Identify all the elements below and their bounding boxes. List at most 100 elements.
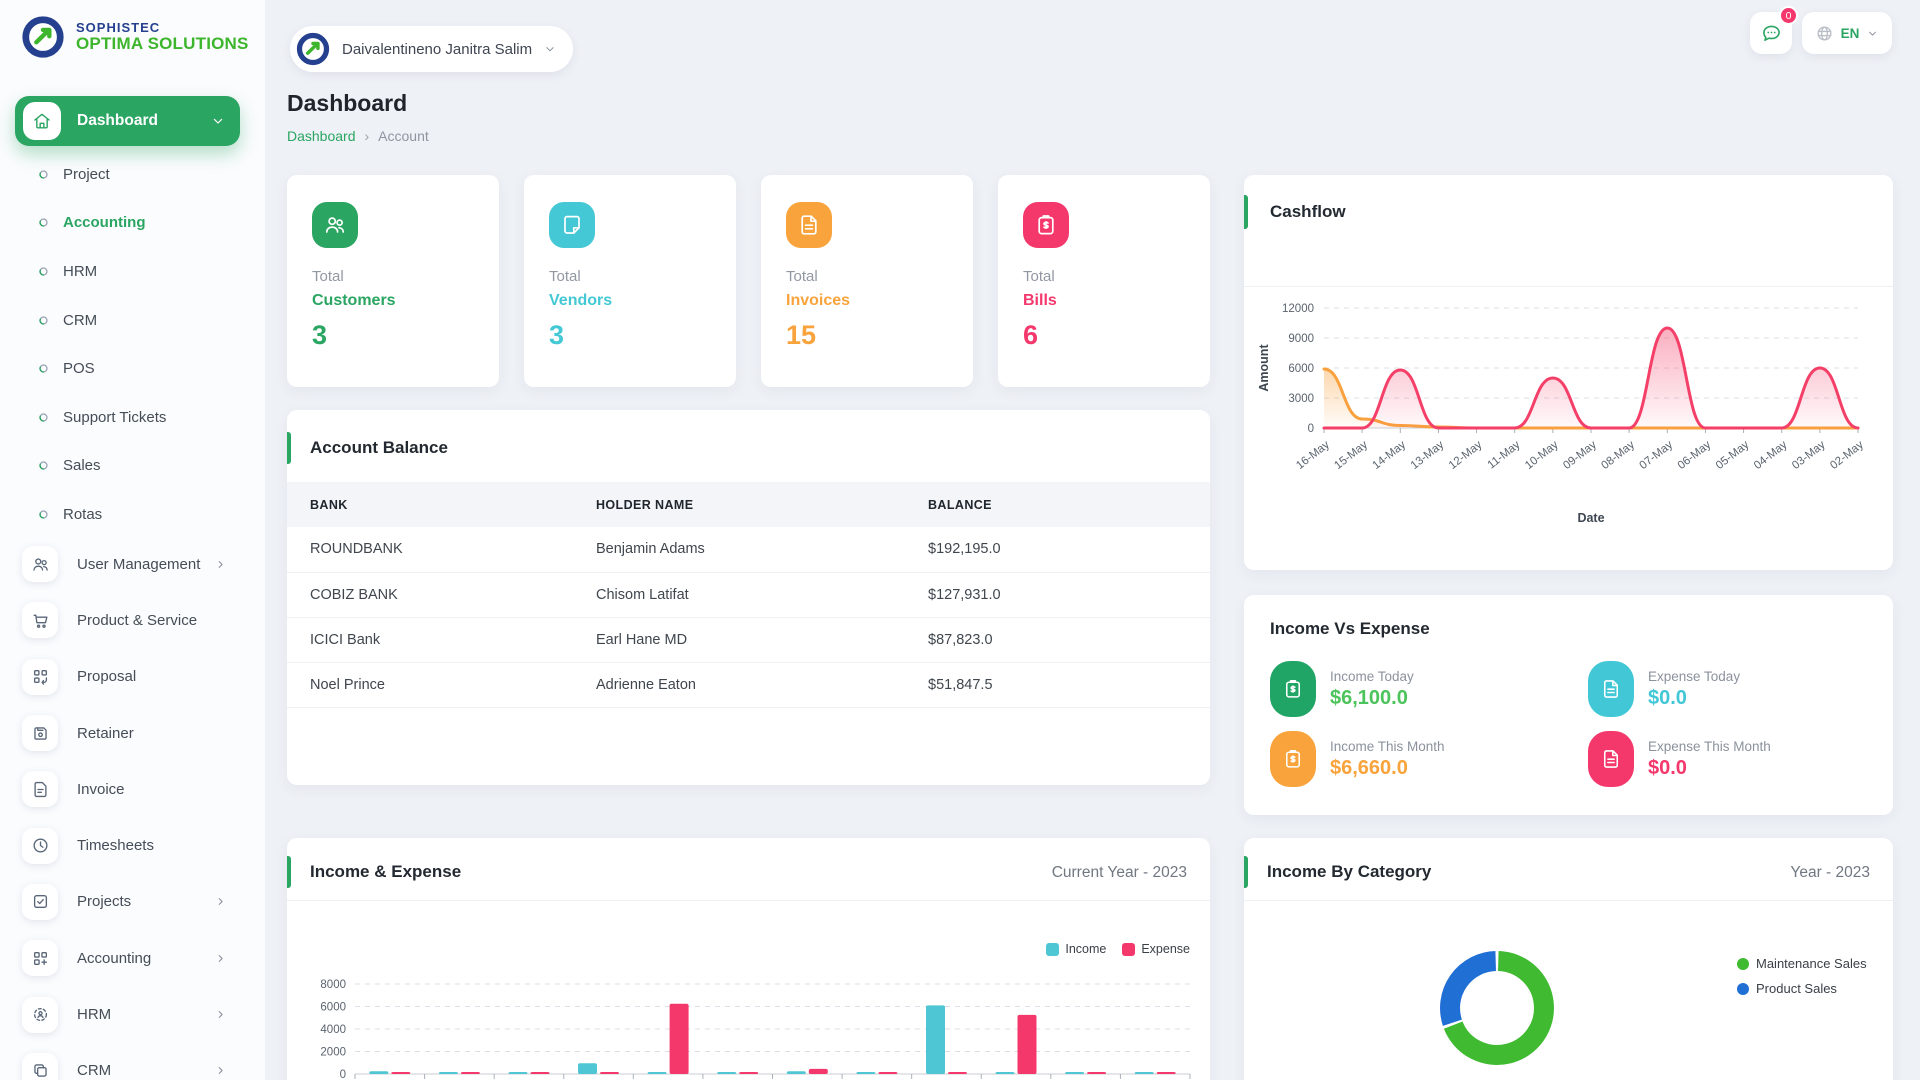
sidebar-subitem-sales[interactable]: Sales <box>0 442 265 491</box>
table-cell: Earl Hane MD <box>595 617 927 663</box>
sidebar-item-retainer[interactable]: Retainer <box>0 705 265 761</box>
svg-text:09-May: 09-May <box>1561 439 1599 472</box>
sidebar-subitem-label: Sales <box>63 457 101 475</box>
sidebar-item-timesheets[interactable]: Timesheets <box>0 817 265 873</box>
ive-value: $6,660.0 <box>1330 756 1408 779</box>
sidebar-item-label: Product & Service <box>77 611 198 629</box>
sidebar-item-projects[interactable]: Projects <box>0 874 265 930</box>
sidebar-subitem-project[interactable]: Project <box>0 150 265 199</box>
ive-value: $0.0 <box>1648 686 1687 709</box>
stat-cards: Total Customers 3 Total Vendors 3 Total … <box>287 175 1210 387</box>
svg-text:6000: 6000 <box>320 1002 346 1014</box>
table-cell: Noel Prince <box>287 662 595 708</box>
panel-title: Income By Category <box>1267 862 1432 881</box>
sidebar-subitem-pos[interactable]: POS <box>0 344 265 393</box>
bullet-icon <box>37 216 50 229</box>
table-cell: $51,847.5 <box>927 662 1210 708</box>
account-balance-panel: Account Balance BANK HOLDER NAME BALANCE R… <box>287 410 1210 785</box>
panel-title: Cashflow <box>1270 202 1346 221</box>
legend-item-product-sales[interactable]: Product Sales <box>1737 981 1867 996</box>
sidebar-item-label: Dashboard <box>77 112 158 129</box>
breadcrumb-separator: › <box>364 128 370 144</box>
svg-text:06-May: 06-May <box>1676 439 1714 472</box>
table-row: ICICI Bank Earl Hane MD $87,823.0 <box>287 617 1210 663</box>
file-lines-icon <box>1600 748 1622 770</box>
svg-text:08-May: 08-May <box>1599 439 1637 472</box>
svg-text:Amount: Amount <box>1257 344 1271 392</box>
sidebar-subitem-support-tickets[interactable]: Support Tickets <box>0 393 265 442</box>
column-header-balance: BALANCE <box>927 482 1210 527</box>
sidebar-item-label: Timesheets <box>77 837 154 855</box>
users-icon <box>323 213 347 237</box>
user-menu-button[interactable]: Daivalentineno Janitra Salim <box>290 26 574 72</box>
cashflow-chart: 0 3000 6000 9000 12000 16-May 15-May 14-May 13-M… <box>1257 303 1866 525</box>
sidebar-subitem-label: Accounting <box>63 214 146 232</box>
sidebar: SOPHISTEC OPTIMA SOLUTIONS Dashboard Pro… <box>0 0 265 1080</box>
svg-text:0: 0 <box>340 1069 346 1080</box>
sidebar-subitem-crm[interactable]: CRM <box>0 296 265 345</box>
sidebar-item-product-service[interactable]: Product & Service <box>0 592 265 648</box>
breadcrumb-link[interactable]: Dashboard <box>287 128 356 144</box>
chart-legend: Income Expense <box>1046 942 1190 956</box>
svg-text:10-May: 10-May <box>1523 439 1561 472</box>
table-cell: Adrienne Eaton <box>595 662 927 708</box>
stat-card-vendors: Total Vendors 3 <box>524 175 736 387</box>
sidebar-subitem-label: CRM <box>63 311 98 329</box>
brand: SOPHISTEC OPTIMA SOLUTIONS <box>20 14 249 60</box>
panel-subtitle: Year - 2023 <box>1790 864 1870 881</box>
legend-label: Maintenance Sales <box>1756 956 1867 971</box>
sidebar-item-crm[interactable]: CRM <box>0 1043 265 1080</box>
bullet-icon <box>37 168 50 181</box>
bullet-icon <box>37 459 50 472</box>
svg-text:15-May: 15-May <box>1332 439 1370 472</box>
sidebar-item-proposal[interactable]: Proposal <box>0 649 265 705</box>
svg-text:03-May: 03-May <box>1790 439 1828 472</box>
chevron-down-icon <box>543 42 557 56</box>
sidebar-item-label: CRM <box>77 1062 112 1080</box>
sidebar-subitem-hrm[interactable]: HRM <box>0 247 265 296</box>
messages-button[interactable]: 0 <box>1750 6 1798 54</box>
dashboard-submenu: Project Accounting HRM CRM POS Support T… <box>0 150 265 539</box>
ive-item-income-today: Income Today $6,100.0 <box>1270 661 1414 717</box>
language-selector[interactable]: EN <box>1802 12 1892 54</box>
ive-item-expense-today: Expense Today $0.0 <box>1588 661 1740 717</box>
stat-card-bills: Total Bills 6 <box>998 175 1210 387</box>
sidebar-item-invoice[interactable]: Invoice <box>0 761 265 817</box>
legend-item-income[interactable]: Income <box>1046 942 1106 956</box>
globe-icon <box>1815 24 1834 43</box>
income-by-category-panel: Income By Category Year - 2023 Maintenan… <box>1244 838 1893 1080</box>
sidebar-item-hrm[interactable]: HRM <box>0 986 265 1042</box>
sidebar-item-user-management[interactable]: User Management <box>0 536 265 592</box>
stat-value: 3 <box>312 320 328 350</box>
ive-item-income-this-month: Income This Month $6,660.0 <box>1270 731 1445 787</box>
svg-text:0: 0 <box>1308 423 1314 435</box>
panel-title: Income Vs Expense <box>1270 619 1430 638</box>
income-by-category-chart <box>1440 951 1554 1065</box>
sidebar-subitem-label: HRM <box>63 262 98 280</box>
legend-item-expense[interactable]: Expense <box>1122 942 1190 956</box>
ive-label: Expense This Month <box>1648 738 1771 754</box>
bullet-icon <box>37 265 50 278</box>
file-text-icon <box>31 780 50 799</box>
accent-bar <box>287 856 291 888</box>
svg-text:11-May: 11-May <box>1486 439 1523 472</box>
stat-label: Invoices <box>786 292 851 309</box>
bullet-icon <box>37 411 50 424</box>
svg-text:4000: 4000 <box>320 1024 346 1036</box>
sidebar-subitem-rotas[interactable]: Rotas <box>0 490 265 539</box>
stat-prefix: Total <box>786 268 818 285</box>
table-cell: $87,823.0 <box>927 617 1210 663</box>
table-row: Noel Prince Adrienne Eaton $51,847.5 <box>287 662 1210 708</box>
stat-prefix: Total <box>312 268 344 285</box>
sidebar-item-accounting[interactable]: Accounting <box>0 930 265 986</box>
sidebar-item-dashboard[interactable]: Dashboard <box>15 96 240 146</box>
sidebar-subitem-label: Rotas <box>63 505 103 523</box>
sidebar-subitem-accounting[interactable]: Accounting <box>0 199 265 248</box>
stat-label: Bills <box>1023 292 1057 309</box>
check-square-icon <box>31 892 50 911</box>
legend-item-maintenance-sales[interactable]: Maintenance Sales <box>1737 956 1867 971</box>
svg-text:05-May: 05-May <box>1714 439 1752 472</box>
svg-text:8000: 8000 <box>320 979 346 991</box>
svg-text:3000: 3000 <box>1288 393 1314 405</box>
user-scan-icon <box>31 1005 50 1024</box>
